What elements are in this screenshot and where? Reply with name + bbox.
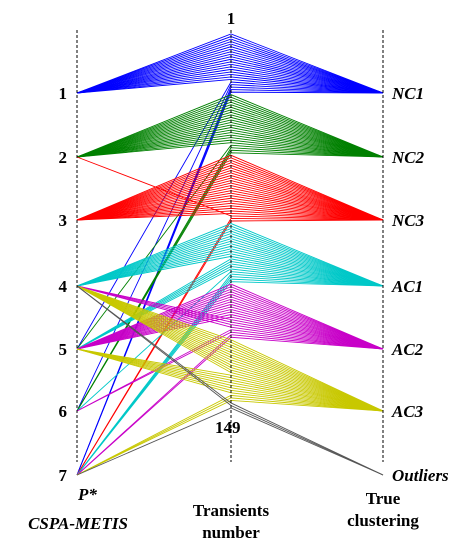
left-tick-label: 4	[59, 277, 68, 296]
transient-line	[76, 285, 384, 412]
transient-lines	[76, 33, 384, 476]
transient-line	[76, 285, 384, 412]
transient-line	[76, 48, 384, 94]
transient-line	[76, 84, 384, 412]
transient-line	[76, 288, 384, 350]
transient-line	[76, 285, 384, 412]
axis-title-line: Transients	[193, 501, 270, 520]
left-tick-label: 7	[59, 466, 68, 485]
right-tick-label: AC1	[391, 277, 423, 296]
axis-title-line: P*	[77, 485, 97, 504]
transient-line	[76, 187, 384, 221]
axis-title-line: True	[366, 489, 401, 508]
axis-title-line: CSPA-METIS	[28, 514, 128, 533]
right-tick-label: AC2	[391, 340, 424, 359]
axes	[76, 30, 384, 462]
transient-line	[76, 238, 384, 287]
transient-line	[76, 334, 384, 476]
transient-line	[76, 298, 384, 350]
transient-line	[76, 104, 384, 158]
transient-line	[76, 177, 384, 221]
right-tick-label: NC1	[391, 84, 424, 103]
left-tick-label: 5	[59, 340, 68, 359]
transient-line	[76, 273, 384, 476]
middle-tick-label: 1	[227, 9, 236, 28]
transient-line	[76, 68, 384, 94]
middle-tick-label: 149	[215, 418, 241, 437]
right-tick-label: NC3	[391, 211, 425, 230]
transient-line	[76, 329, 384, 412]
left-tick-label: 1	[59, 84, 68, 103]
transient-line	[76, 124, 384, 158]
transient-line	[76, 223, 384, 287]
axis-title-line: number	[202, 523, 260, 542]
axis-title-line: clustering	[347, 511, 419, 530]
transient-line	[76, 207, 384, 221]
transient-line	[76, 285, 384, 350]
transient-line	[76, 99, 384, 158]
transient-line	[76, 399, 384, 476]
transient-line	[76, 63, 384, 94]
transient-line	[76, 212, 384, 221]
transient-line	[76, 248, 384, 287]
transient-line	[76, 243, 384, 287]
right-tick-label: AC3	[391, 402, 424, 421]
transient-line	[76, 53, 384, 94]
transient-line	[76, 197, 384, 221]
transient-line	[76, 182, 384, 221]
transient-line	[76, 293, 384, 350]
transient-line	[76, 192, 384, 221]
right-tick-label: NC2	[391, 148, 425, 167]
labels: 1 2 3 4 5 6 7 NC1 NC2 NC3 AC1 AC2 AC3 Outliers 1 149 P* C…	[28, 9, 449, 542]
transient-line	[76, 119, 384, 158]
left-tick-label: 3	[59, 211, 68, 230]
transient-line	[76, 228, 384, 287]
right-tick-label: Outliers	[392, 466, 449, 485]
transient-line	[76, 58, 384, 94]
transient-line	[76, 314, 384, 350]
transient-line	[76, 202, 384, 221]
series-nc2	[76, 94, 384, 412]
transient-line	[76, 114, 384, 158]
transient-line	[76, 285, 384, 350]
transient-line	[76, 79, 384, 94]
transient-line	[76, 253, 384, 287]
left-tick-label: 6	[59, 402, 68, 421]
transient-line	[76, 233, 384, 287]
transient-line	[76, 33, 384, 94]
transient-line	[76, 268, 384, 350]
transient-line	[76, 43, 384, 94]
transient-line	[76, 258, 384, 350]
transient-line	[76, 94, 384, 158]
series-ac1	[76, 223, 384, 476]
left-tick-label: 2	[59, 148, 68, 167]
transient-line	[76, 263, 384, 350]
transient-line	[76, 285, 384, 412]
transient-line	[76, 283, 384, 350]
transient-line	[76, 109, 384, 158]
transient-line	[76, 285, 384, 412]
transient-line	[76, 303, 384, 350]
transient-line	[76, 308, 384, 350]
transient-line	[76, 73, 384, 94]
transient-line	[76, 38, 384, 94]
transient-line	[76, 278, 384, 476]
